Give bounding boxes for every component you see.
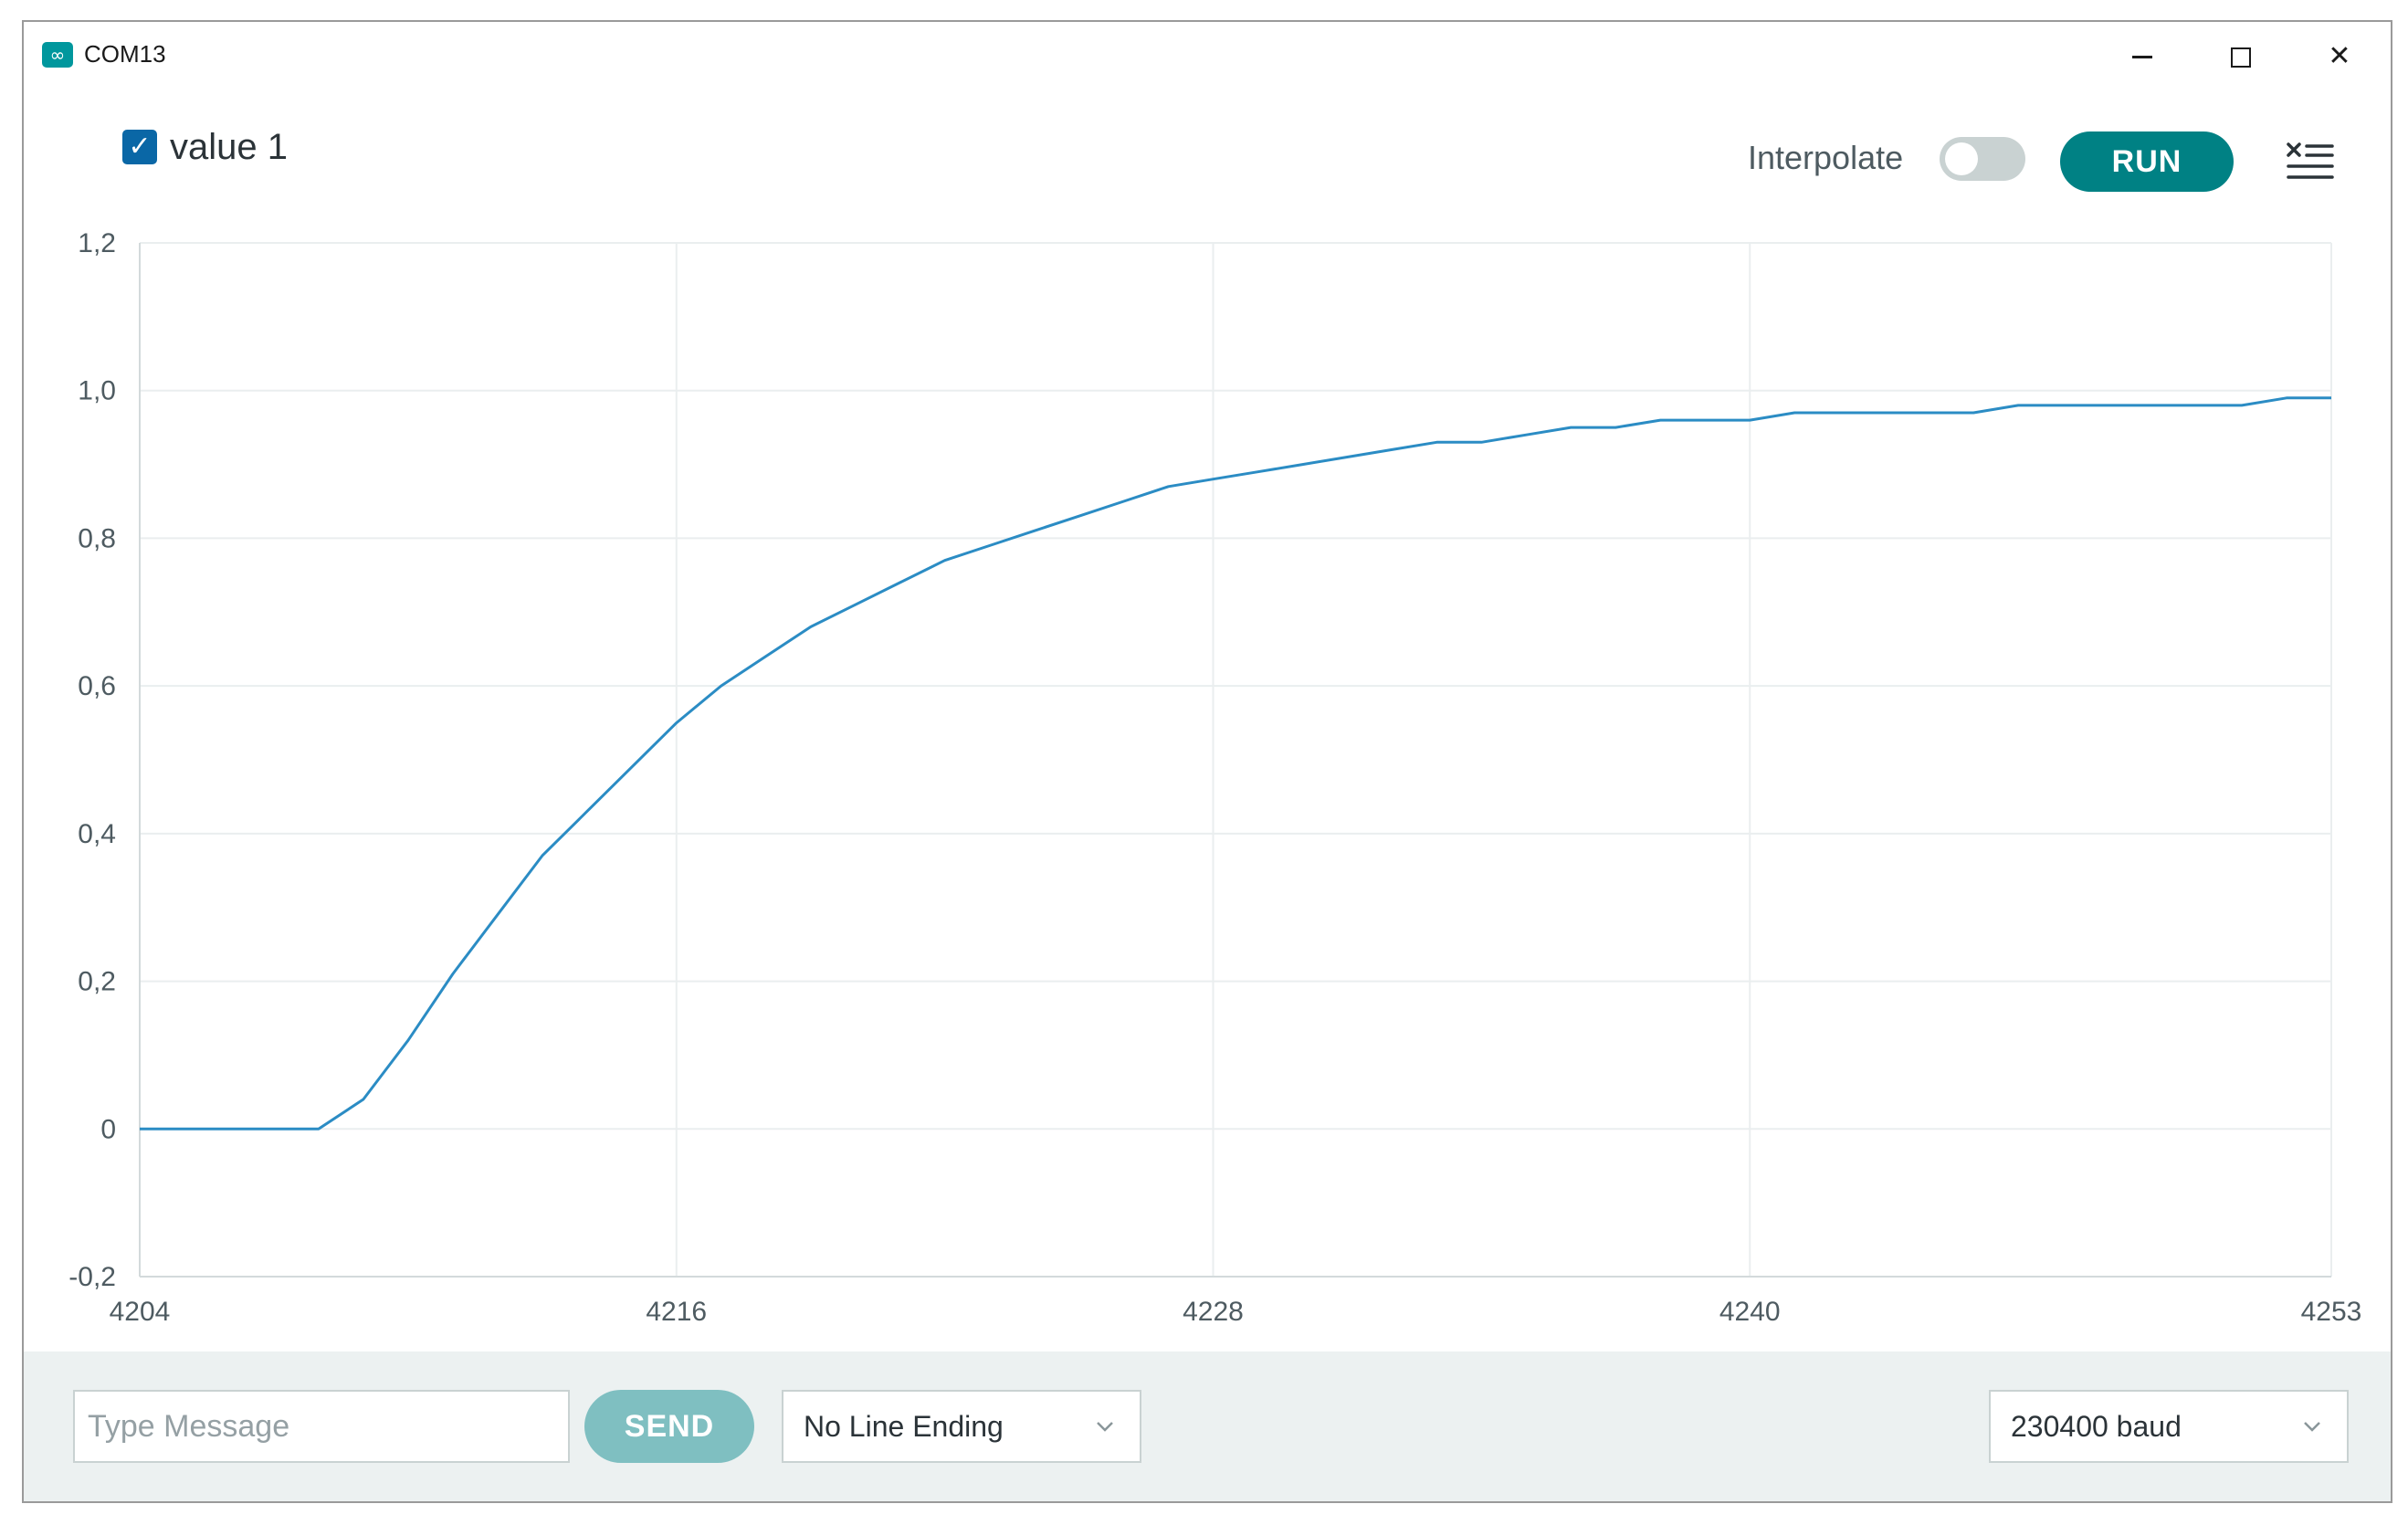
clear-list-icon	[2287, 142, 2334, 179]
window-title: COM13	[84, 40, 166, 68]
maximize-button[interactable]	[2204, 33, 2277, 80]
x-tick-label: 4253	[2301, 1297, 2362, 1327]
chevron-down-icon	[1097, 1422, 1113, 1432]
series-line-value-1	[140, 396, 2331, 1131]
close-icon: ✕	[2328, 40, 2351, 72]
y-tick-label: 0,4	[78, 819, 116, 849]
minimize-icon	[2132, 56, 2152, 58]
x-tick-label: 4204	[110, 1297, 171, 1327]
send-button[interactable]: SEND	[584, 1390, 754, 1463]
x-tick-label: 4240	[1719, 1297, 1781, 1327]
arduino-infinity-icon: ∞	[42, 42, 73, 68]
baud-rate-select[interactable]: 230400 baud	[1989, 1390, 2349, 1463]
line-ending-select[interactable]: No Line Ending	[782, 1390, 1141, 1463]
y-tick-label: 1,0	[78, 376, 116, 406]
clear-button[interactable]	[2279, 131, 2343, 192]
y-tick-label: 0,6	[78, 671, 116, 701]
checkmark-icon: ✓	[128, 131, 152, 163]
minimize-button[interactable]	[2106, 33, 2179, 80]
series-layer	[140, 396, 2331, 1131]
serial-plotter-window: ∞ COM13 ✕ ✓ value 1 Interpolate RUN 1,2 1…	[22, 20, 2392, 1503]
y-tick-label: -0,2	[68, 1262, 116, 1292]
baud-rate-value: 230400 baud	[2011, 1410, 2182, 1443]
y-tick-label: 1,2	[78, 228, 116, 258]
message-input[interactable]	[73, 1390, 570, 1463]
toggle-knob	[1945, 142, 1978, 175]
maximize-icon	[2231, 47, 2251, 68]
plot-area: 1,2 1,0 0,8 0,6 0,4 0,2 0 -0,2 4204 4216 4228 4240…	[68, 228, 2362, 1327]
chevron-down-icon	[2304, 1422, 2320, 1432]
legend-label: value 1	[170, 126, 288, 167]
close-button[interactable]: ✕	[2303, 33, 2376, 80]
interpolate-toggle[interactable]	[1940, 137, 2025, 181]
title-bar: ∞ COM13 ✕	[24, 22, 2391, 91]
y-axis-ticks: 1,2 1,0 0,8 0,6 0,4 0,2 0 -0,2	[68, 228, 116, 1292]
legend-item-value-1[interactable]: ✓ value 1	[122, 126, 288, 168]
line-ending-value: No Line Ending	[804, 1410, 1004, 1443]
y-tick-label: 0	[100, 1114, 116, 1144]
message-bar: SEND No Line Ending 230400 baud	[24, 1351, 2391, 1501]
interpolate-label: Interpolate	[1748, 139, 1904, 176]
legend-checkbox[interactable]: ✓	[122, 130, 157, 164]
x-axis-ticks: 4204 4216 4228 4240 4253	[110, 1297, 2362, 1327]
y-tick-label: 0,8	[78, 523, 116, 553]
run-button[interactable]: RUN	[2060, 131, 2234, 192]
x-tick-label: 4228	[1183, 1297, 1244, 1327]
grid	[139, 242, 2332, 1278]
x-tick-label: 4216	[646, 1297, 707, 1327]
y-tick-label: 0,2	[78, 967, 116, 997]
